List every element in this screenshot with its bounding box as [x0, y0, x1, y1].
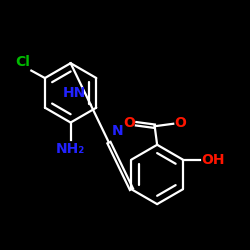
Text: HN: HN [63, 86, 86, 100]
Text: NH₂: NH₂ [56, 142, 85, 156]
Text: O: O [123, 116, 135, 130]
Text: O: O [174, 116, 186, 130]
Text: OH: OH [201, 152, 225, 166]
Text: N: N [112, 124, 124, 138]
Text: Cl: Cl [15, 56, 30, 69]
